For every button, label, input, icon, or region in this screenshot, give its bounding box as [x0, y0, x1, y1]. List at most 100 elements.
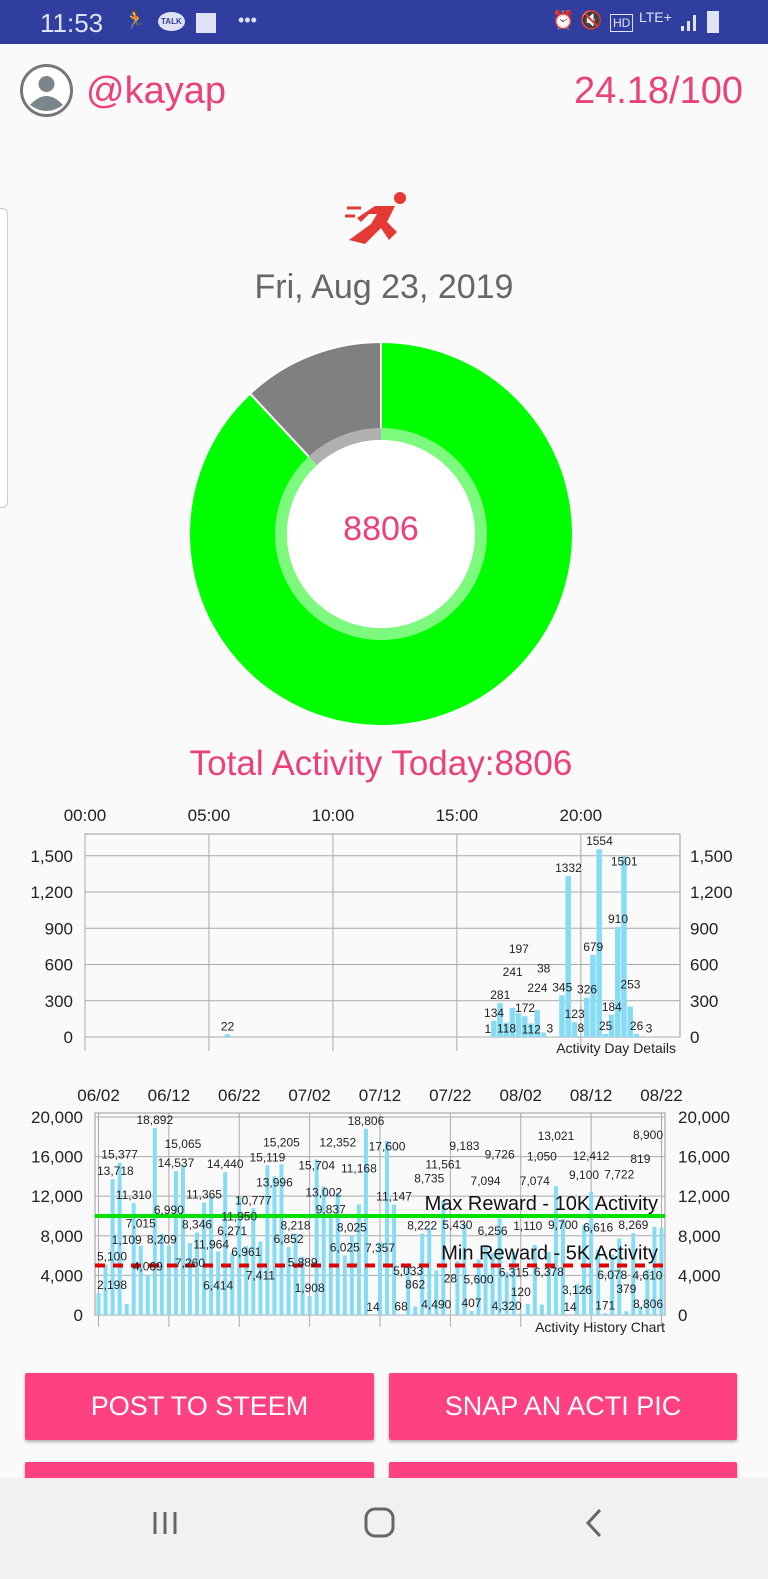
x-tick: 07/12 [359, 1086, 402, 1105]
bar [553, 1186, 558, 1315]
donut-center-value: 8806 [343, 510, 419, 548]
bar [300, 1256, 305, 1315]
bar [546, 1251, 551, 1315]
bar [596, 1249, 601, 1315]
bar-label: 5,889 [288, 1256, 318, 1270]
recents-icon[interactable] [150, 1508, 184, 1538]
y-tick-right: 600 [690, 956, 718, 975]
bar-label: 8,900 [633, 1128, 663, 1142]
bar [610, 1254, 615, 1315]
y-tick-right: 8,000 [678, 1227, 721, 1246]
x-tick: 07/02 [288, 1086, 331, 1105]
bar-label: 910 [608, 912, 628, 926]
bar [608, 1014, 615, 1037]
post-to-steem-button[interactable]: POST TO STEEM [25, 1373, 374, 1440]
bar-label: 224 [527, 981, 547, 995]
bar [209, 1196, 214, 1315]
x-tick: 20:00 [560, 806, 603, 825]
bar-label: 8,806 [633, 1297, 663, 1311]
bar [469, 1310, 474, 1315]
signal-icon [681, 15, 696, 31]
bar-label: 7,094 [471, 1174, 501, 1188]
bar-label: 7,357 [365, 1241, 395, 1255]
bar [627, 1006, 633, 1037]
y-tick-left: 4,000 [40, 1266, 83, 1285]
y-tick-left: 16,000 [31, 1148, 83, 1167]
bar-label: 14 [366, 1300, 380, 1314]
bar [560, 1218, 565, 1315]
bar [559, 995, 565, 1037]
bar-label: 17,600 [369, 1140, 406, 1154]
bar [503, 1022, 509, 1037]
y-tick-left: 8,000 [40, 1227, 83, 1246]
y-tick-left: 600 [45, 956, 73, 975]
bar [286, 1247, 291, 1315]
bar [314, 1159, 319, 1315]
bar-label: 184 [602, 1000, 622, 1014]
bar-label: 6,852 [274, 1232, 304, 1246]
bar-label: 171 [595, 1298, 615, 1312]
snap-acti-pic-button[interactable]: SNAP AN ACTI PIC [389, 1373, 737, 1440]
bar [490, 1253, 495, 1315]
bar-label: 120 [511, 1285, 531, 1299]
bar-label: 28 [444, 1272, 458, 1286]
bar-label: 253 [620, 977, 640, 991]
bar-label: 4,610 [632, 1268, 662, 1282]
bar [602, 1033, 609, 1037]
bar [237, 1196, 242, 1315]
x-tick: 00:00 [64, 806, 107, 825]
more-button-right[interactable] [389, 1462, 737, 1482]
bar [571, 1022, 578, 1037]
bar-label: 7,411 [246, 1269, 275, 1283]
note-icon [196, 13, 216, 33]
bar [96, 1293, 101, 1315]
bar [244, 1246, 249, 1315]
bar-label: 25 [599, 1019, 613, 1033]
x-tick: 08/12 [570, 1086, 613, 1105]
bar [427, 1228, 432, 1315]
bar [385, 1140, 390, 1315]
y-tick-left: 20,000 [31, 1108, 83, 1127]
bar-label: 8,269 [618, 1218, 648, 1232]
bar-label: 8,346 [182, 1217, 212, 1231]
bar [509, 1007, 516, 1037]
side-panel-handle[interactable] [0, 208, 8, 508]
bar [223, 1172, 228, 1315]
x-tick: 05:00 [188, 806, 231, 825]
clock: 11:53 [40, 8, 104, 38]
bar-label: 8,222 [407, 1219, 437, 1233]
bar-label: 11,147 [376, 1190, 412, 1204]
bar-label: 1,908 [295, 1281, 325, 1295]
bar [413, 1306, 418, 1315]
mute-icon: 🔇 [580, 10, 603, 30]
bar-label: 9,726 [485, 1148, 515, 1162]
bar [230, 1252, 235, 1315]
home-icon[interactable] [363, 1506, 397, 1540]
bar-label: 2,198 [97, 1278, 127, 1292]
bar [307, 1296, 312, 1315]
back-icon[interactable] [580, 1506, 610, 1540]
bar [522, 1016, 528, 1037]
bar-label: 13,996 [256, 1175, 293, 1189]
y-tick-left: 0 [64, 1028, 73, 1047]
bar [617, 1238, 622, 1315]
x-tick: 08/22 [640, 1086, 683, 1105]
bar [293, 1233, 298, 1315]
bar-label: 9,100 [569, 1168, 599, 1182]
bar-label: 11,950 [221, 1210, 257, 1224]
bar [497, 1003, 503, 1037]
bar [525, 1304, 530, 1315]
bar-label: 8,025 [337, 1221, 367, 1235]
more-button-left[interactable] [25, 1462, 374, 1482]
bar [124, 1304, 129, 1315]
bar [511, 1252, 516, 1315]
bar-label: 123 [565, 1007, 585, 1021]
y-tick-left: 0 [74, 1306, 83, 1325]
avatar-icon[interactable] [19, 63, 74, 118]
bar [582, 1224, 587, 1315]
bar-label: 13,021 [538, 1129, 575, 1143]
y-tick-right: 20,000 [678, 1108, 730, 1127]
bar [117, 1162, 122, 1315]
bar [532, 1244, 537, 1315]
bar [476, 1259, 481, 1315]
